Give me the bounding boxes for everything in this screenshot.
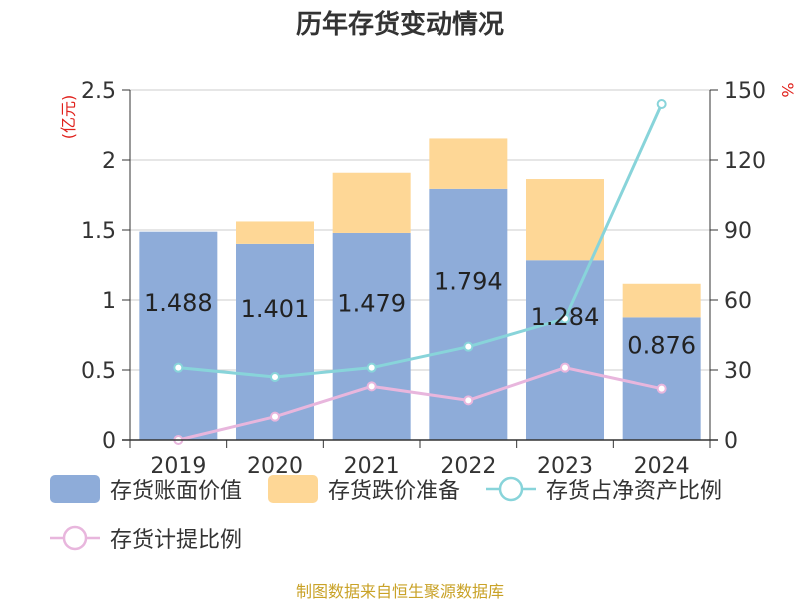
x-tick-label: 2024 [634, 454, 690, 479]
y-right-tick-label: 120 [724, 149, 766, 174]
net-asset-ratio-point [463, 341, 474, 352]
legend-row-1: 存货账面价值 存货跌价准备 存货占净资产比例 [50, 473, 748, 505]
data-label-book-value: 1.284 [531, 303, 600, 331]
bar-book-value [526, 260, 604, 440]
y-left-unit: (亿元) [59, 95, 78, 140]
legend-row-2: 存货计提比例 [50, 522, 268, 554]
y-right-tick-label: 60 [724, 289, 752, 314]
legend-marker-provision-ratio [50, 525, 100, 551]
data-label-book-value: 1.479 [337, 289, 406, 317]
lines [173, 99, 667, 445]
bar-reserve [236, 221, 314, 244]
net-asset-ratio-line [178, 103, 664, 379]
data-labels: 1.488 1.401 1.479 1.794 1.284 0.876 [144, 267, 696, 359]
y-right-tick-label: 0 [724, 429, 738, 454]
legend-swatch-book-value [50, 475, 100, 503]
provision-ratio-point [366, 381, 377, 392]
net-asset-ratio-point [270, 372, 280, 382]
y-left-tick-label: 2.5 [81, 79, 116, 104]
axes: 0 0.5 1 1.5 2 2.5 0 30 60 90 120 150 (亿元)% 2019 2020 20… [59, 79, 797, 479]
legend-item-book-value[interactable]: 存货账面价值 [50, 473, 242, 505]
provision-ratio-point [463, 395, 474, 406]
data-label-book-value: 1.794 [434, 267, 503, 295]
bar-book-value [622, 317, 701, 440]
y-right-unit: % [778, 82, 797, 97]
y-left-tick-label: 1 [102, 289, 116, 314]
legend-item-provision-ratio[interactable]: 存货计提比例 [50, 522, 242, 554]
chart-title: 历年存货变动情况 [295, 10, 504, 40]
data-label-book-value: 1.401 [241, 295, 310, 323]
bar-book-value [236, 243, 314, 440]
net-asset-ratio-point [560, 313, 570, 324]
legend-label-provision-ratio: 存货计提比例 [110, 528, 243, 553]
y-left-tick-label: 0 [102, 429, 116, 454]
y-right-tick-label: 90 [724, 219, 752, 244]
net-asset-ratio-point [173, 362, 184, 373]
legend-label-net-asset-ratio: 存货占净资产比例 [546, 479, 723, 504]
provision-ratio-line [177, 366, 662, 442]
bar-reserve [526, 179, 604, 261]
data-label-book-value: 1.488 [144, 289, 213, 317]
y-left-tick-label: 0.5 [81, 359, 116, 384]
bar-book-value [139, 231, 218, 440]
y-left-tick-label: 2 [102, 149, 116, 174]
legend-item-net-asset-ratio[interactable]: 存货占净资产比例 [486, 473, 722, 505]
y-right-tick-label: 30 [724, 359, 752, 384]
bar-reserve [429, 138, 508, 189]
legend-label-reserve: 存货跌价准备 [328, 479, 461, 504]
net-asset-ratio-point [366, 362, 377, 373]
y-right-tick-label: 150 [724, 79, 766, 104]
provision-ratio-point [560, 362, 570, 373]
y-left-tick-label: 1.5 [81, 219, 116, 244]
source-note: 制图数据来自恒生聚源数据库 [295, 582, 504, 601]
x-tick-label: 2023 [537, 454, 593, 479]
provision-ratio-point [656, 383, 667, 394]
x-tick-label: 2019 [150, 454, 206, 479]
legend-marker-net-asset-ratio [486, 476, 537, 502]
x-tick-label: 2021 [344, 454, 400, 479]
bar-reserve [332, 172, 411, 233]
legend-item-reserve[interactable]: 存货跌价准备 [268, 473, 460, 505]
legend-label-book-value: 存货账面价值 [110, 479, 243, 504]
bar-book-value [332, 232, 411, 440]
x-tick-label: 2020 [247, 454, 303, 479]
data-label-book-value: 0.876 [627, 332, 696, 360]
bar-reserve [622, 283, 701, 318]
net-asset-ratio-point [656, 99, 667, 109]
legend-swatch-reserve [268, 475, 319, 503]
provision-ratio-point [270, 411, 280, 422]
x-tick-label: 2022 [440, 454, 496, 479]
